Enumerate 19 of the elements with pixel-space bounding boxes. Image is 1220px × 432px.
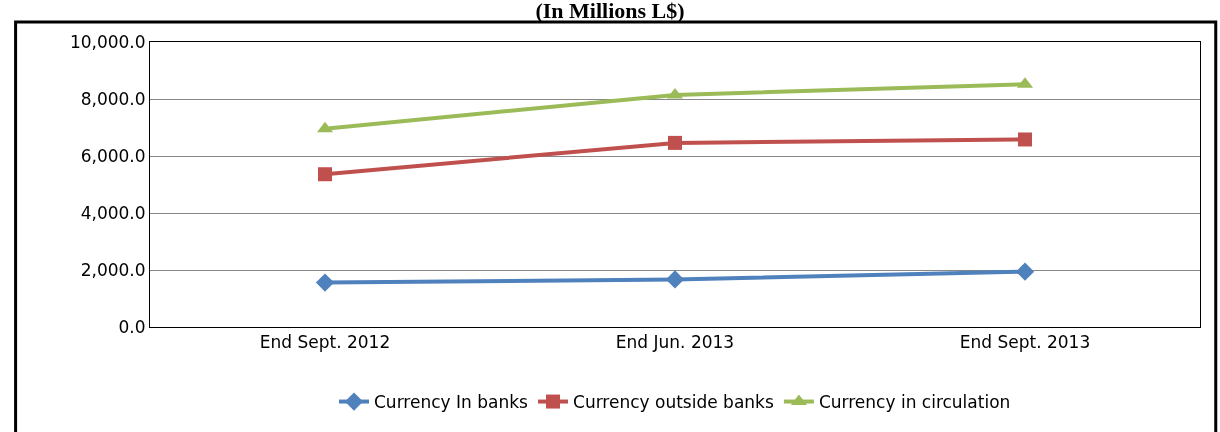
- legend-label: Currency In banks: [374, 392, 529, 413]
- x-tick-label: End Sept. 2013: [959, 332, 1091, 353]
- y-tick-label: 6,000.0: [80, 145, 146, 166]
- point: [1015, 262, 1035, 281]
- legend-label: Currency in circulation: [818, 392, 1011, 413]
- point: [668, 135, 682, 150]
- point: [318, 167, 332, 182]
- y-tick-label: 8,000.0: [80, 88, 146, 109]
- y-tick-label: 10,000.0: [69, 31, 146, 52]
- chart-title: (In Millions L$): [535, 0, 685, 23]
- x-tick-label: End Sept. 2012: [259, 332, 391, 353]
- point: [315, 273, 335, 292]
- y-tick-label: 2,000.0: [80, 259, 146, 280]
- point: [1018, 132, 1032, 147]
- y-tick-label: 4,000.0: [80, 202, 146, 223]
- point: [665, 270, 685, 289]
- y-tick-label: 0.0: [118, 316, 146, 337]
- legend-label: Currency outside banks: [573, 392, 774, 413]
- x-tick-label: End Jun. 2013: [615, 332, 735, 353]
